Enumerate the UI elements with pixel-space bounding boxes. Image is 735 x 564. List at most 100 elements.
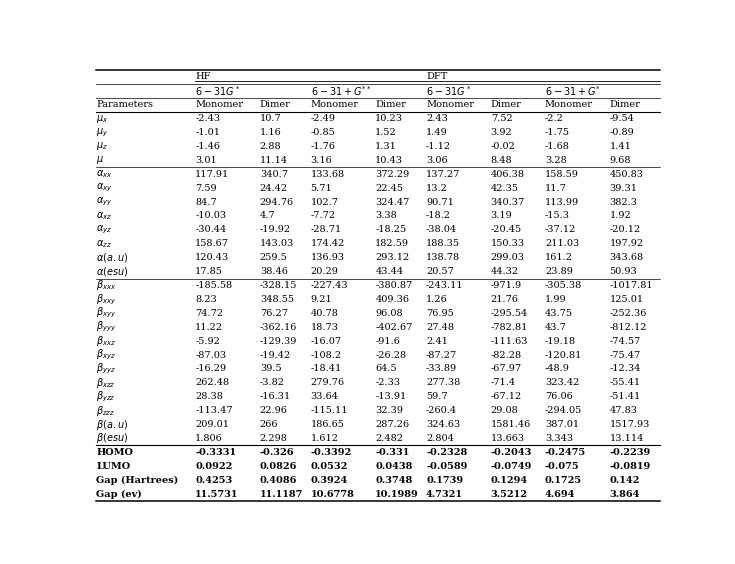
Text: 20.57: 20.57: [426, 267, 454, 276]
Text: 382.3: 382.3: [609, 197, 637, 206]
Text: 8.48: 8.48: [491, 156, 512, 165]
Text: 113.99: 113.99: [545, 197, 579, 206]
Text: $\alpha_{xz}$: $\alpha_{xz}$: [96, 210, 112, 222]
Text: -0.0819: -0.0819: [609, 462, 651, 471]
Text: 32.39: 32.39: [376, 406, 404, 415]
Text: 42.35: 42.35: [491, 184, 519, 192]
Text: $\mu_y$: $\mu_y$: [96, 126, 109, 139]
Text: $\alpha_{xy}$: $\alpha_{xy}$: [96, 182, 113, 194]
Text: $\beta_{yzz}$: $\beta_{yzz}$: [96, 390, 116, 404]
Text: 1.49: 1.49: [426, 128, 448, 137]
Text: -67.97: -67.97: [491, 364, 522, 373]
Text: -402.67: -402.67: [376, 323, 412, 332]
Text: 4.7321: 4.7321: [426, 490, 463, 499]
Text: 0.3748: 0.3748: [376, 475, 412, 484]
Text: -19.92: -19.92: [260, 226, 291, 234]
Text: 0.1739: 0.1739: [426, 475, 463, 484]
Text: $\beta(esu)$: $\beta(esu)$: [96, 431, 129, 446]
Text: $\alpha_{yy}$: $\alpha_{yy}$: [96, 196, 113, 208]
Text: 20.29: 20.29: [311, 267, 339, 276]
Text: -0.326: -0.326: [260, 448, 294, 457]
Text: 23.89: 23.89: [545, 267, 573, 276]
Text: $\beta_{xxx}$: $\beta_{xxx}$: [96, 279, 117, 293]
Text: 18.73: 18.73: [311, 323, 339, 332]
Text: -18.25: -18.25: [376, 226, 406, 234]
Text: $\mu$: $\mu$: [96, 155, 104, 166]
Text: -20.12: -20.12: [609, 226, 641, 234]
Text: 9.68: 9.68: [609, 156, 631, 165]
Text: -9.54: -9.54: [609, 114, 634, 123]
Text: LUMO: LUMO: [96, 462, 131, 471]
Text: 324.47: 324.47: [376, 197, 409, 206]
Text: 406.38: 406.38: [491, 170, 525, 179]
Text: 1.31: 1.31: [376, 142, 397, 151]
Text: 1517.93: 1517.93: [609, 420, 650, 429]
Text: 10.23: 10.23: [376, 114, 404, 123]
Text: $\mu_x$: $\mu_x$: [96, 113, 109, 125]
Text: -19.18: -19.18: [545, 337, 576, 346]
Text: 1.16: 1.16: [260, 128, 282, 137]
Text: 4.7: 4.7: [260, 212, 276, 221]
Text: 102.7: 102.7: [311, 197, 339, 206]
Text: -0.2328: -0.2328: [426, 448, 467, 457]
Text: $6-31+G^{**}$: $6-31+G^{**}$: [311, 84, 371, 98]
Text: -28.71: -28.71: [311, 226, 342, 234]
Text: -0.2475: -0.2475: [545, 448, 587, 457]
Text: -2.2: -2.2: [545, 114, 564, 123]
Text: -19.42: -19.42: [260, 351, 291, 359]
Text: $6-31G^*$: $6-31G^*$: [426, 84, 471, 98]
Text: 2.804: 2.804: [426, 434, 454, 443]
Text: -55.41: -55.41: [609, 378, 641, 387]
Text: 0.1294: 0.1294: [491, 475, 528, 484]
Text: 2.41: 2.41: [426, 337, 448, 346]
Text: -295.54: -295.54: [491, 309, 528, 318]
Text: 137.27: 137.27: [426, 170, 460, 179]
Text: $\beta_{xxz}$: $\beta_{xxz}$: [96, 334, 116, 348]
Text: 28.38: 28.38: [196, 392, 223, 401]
Text: 262.48: 262.48: [196, 378, 229, 387]
Text: -113.47: -113.47: [196, 406, 233, 415]
Text: 1.41: 1.41: [609, 142, 631, 151]
Text: 76.06: 76.06: [545, 392, 573, 401]
Text: 120.43: 120.43: [196, 253, 229, 262]
Text: -12.34: -12.34: [609, 364, 641, 373]
Text: 47.83: 47.83: [609, 406, 637, 415]
Text: -0.2239: -0.2239: [609, 448, 651, 457]
Text: -0.02: -0.02: [491, 142, 515, 151]
Text: -13.91: -13.91: [376, 392, 406, 401]
Text: 188.35: 188.35: [426, 239, 460, 248]
Text: 13.663: 13.663: [491, 434, 525, 443]
Text: -782.81: -782.81: [491, 323, 528, 332]
Text: 372.29: 372.29: [376, 170, 409, 179]
Text: 158.59: 158.59: [545, 170, 578, 179]
Text: -115.11: -115.11: [311, 406, 348, 415]
Text: 174.42: 174.42: [311, 239, 345, 248]
Text: 340.37: 340.37: [491, 197, 525, 206]
Text: Gap (Hartrees): Gap (Hartrees): [96, 475, 179, 485]
Text: -16.31: -16.31: [260, 392, 291, 401]
Text: Dimer: Dimer: [260, 100, 291, 109]
Text: 1.99: 1.99: [545, 295, 567, 304]
Text: 3.864: 3.864: [609, 490, 640, 499]
Text: Monomer: Monomer: [196, 100, 243, 109]
Text: -67.12: -67.12: [491, 392, 522, 401]
Text: 323.42: 323.42: [545, 378, 579, 387]
Text: 277.38: 277.38: [426, 378, 460, 387]
Text: 3.92: 3.92: [491, 128, 512, 137]
Text: 197.92: 197.92: [609, 239, 644, 248]
Text: $\beta_{zzz}$: $\beta_{zzz}$: [96, 404, 115, 418]
Text: 76.27: 76.27: [260, 309, 288, 318]
Text: 3.16: 3.16: [311, 156, 332, 165]
Text: -75.47: -75.47: [609, 351, 641, 359]
Text: 125.01: 125.01: [609, 295, 644, 304]
Text: 64.5: 64.5: [376, 364, 397, 373]
Text: 1.806: 1.806: [196, 434, 223, 443]
Text: -294.05: -294.05: [545, 406, 582, 415]
Text: -87.27: -87.27: [426, 351, 457, 359]
Text: 0.0532: 0.0532: [311, 462, 348, 471]
Text: -18.41: -18.41: [311, 364, 342, 373]
Text: -37.12: -37.12: [545, 226, 576, 234]
Text: -2.43: -2.43: [196, 114, 220, 123]
Text: 22.45: 22.45: [376, 184, 404, 192]
Text: 1.92: 1.92: [609, 212, 631, 221]
